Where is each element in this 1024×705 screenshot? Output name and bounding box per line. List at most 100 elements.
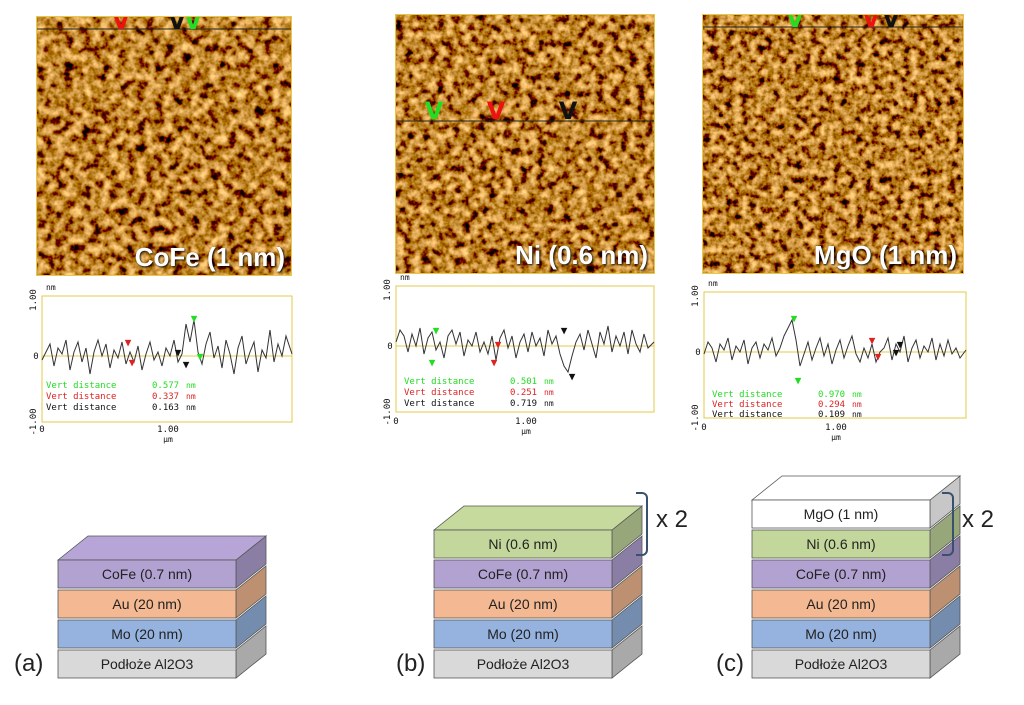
layer-stack-a: Podłoże Al2O3 Mo (20 nm) Au (20 nm) CoFe (0…: [0, 440, 340, 700]
measurement-unit: nm: [186, 381, 196, 390]
marker-black: ▼: [897, 338, 904, 351]
layer: Au (20 nm): [433, 565, 643, 619]
layer-front: [57, 649, 237, 679]
profile-line: [395, 325, 655, 374]
layer-front: [433, 559, 613, 589]
measurement-value: 0.251: [510, 388, 537, 398]
layer: Podłoże Al2O3: [433, 625, 643, 679]
marker-red: ▼: [869, 334, 876, 347]
layer-label: Podłoże Al2O3: [101, 656, 194, 672]
afm-texture: V V V: [703, 15, 963, 273]
afm-image-cofe: V V V CoFe (1 nm): [36, 16, 292, 276]
marker-green: ▼: [433, 324, 440, 337]
x-axis-unit: µm: [521, 427, 531, 436]
afm-label: CoFe (1 nm): [134, 242, 285, 272]
layer-front: [751, 529, 931, 559]
layer-front: [57, 619, 237, 649]
afm-texture: V V V: [37, 17, 291, 275]
measurement-label: Vert distance: [712, 400, 782, 410]
measurement-label: Vert distance: [46, 403, 116, 413]
marker-green: V: [786, 15, 803, 33]
marker-green: V: [425, 97, 444, 125]
y-axis-bottom: -1.00: [691, 404, 701, 431]
x-axis-left: 0: [701, 423, 706, 433]
x-axis-mid: 1.00: [515, 417, 537, 427]
height-profile-cofe: ▼ ▼ ▼ ▼ ▼ ▼ 1.00 nm 0 -1.00 0 1.00 µm Ve…: [22, 282, 302, 444]
measurement-unit: nm: [544, 399, 554, 408]
y-axis-zero: 0: [33, 352, 38, 362]
measurement-label: Vert distance: [46, 392, 116, 402]
layer: Podłoże Al2O3: [57, 625, 267, 679]
y-axis-unit: nm: [46, 283, 56, 292]
afm-label: Ni (0.6 nm): [515, 240, 648, 270]
measurement-label: Vert distance: [404, 399, 474, 409]
layer: CoFe (0.7 nm): [56, 535, 268, 589]
layer-label: MgO (1 nm): [804, 506, 879, 522]
measurement-unit: nm: [544, 388, 554, 397]
afm-image-ni: V V V Ni (0.6 nm): [395, 14, 655, 274]
layer-label: Ni (0.6 nm): [488, 536, 557, 552]
layer-front: [57, 589, 237, 619]
measurement-unit: nm: [852, 390, 862, 399]
layer-label: CoFe (0.7 nm): [796, 566, 886, 582]
layer-top: [432, 505, 644, 531]
repeat-label: x 2: [962, 506, 995, 533]
marker-black: ▼: [561, 324, 568, 337]
afm-image-mgo: V V V MgO (1 nm): [702, 14, 964, 274]
measurement-label: Vert distance: [46, 381, 116, 391]
measurement-label: Vert distance: [404, 377, 474, 387]
afm-label: MgO (1 nm): [814, 240, 957, 270]
layer-label: Au (20 nm): [806, 596, 875, 612]
layer-front: [751, 499, 931, 529]
y-axis-top: 1.00: [383, 279, 393, 301]
measurement-value: 0.719: [510, 399, 537, 409]
marker-red: ▼: [129, 356, 136, 369]
marker-green: ▼: [197, 350, 204, 363]
afm-texture: V V V: [396, 15, 654, 273]
layer-front: [433, 529, 613, 559]
measurement-label: Vert distance: [712, 390, 782, 400]
measurement-value: 0.501: [510, 377, 537, 387]
layer: CoFe (0.7 nm): [751, 535, 961, 589]
layer-label: CoFe (0.7 nm): [102, 566, 192, 582]
x-axis-left: 0: [39, 425, 44, 435]
marker-green: ▼: [191, 312, 198, 325]
layer: Mo (20 nm): [751, 595, 961, 649]
layer: CoFe (0.7 nm): [433, 535, 643, 589]
layer: Ni (0.6 nm): [432, 505, 644, 559]
layer-front: [433, 649, 613, 679]
marker-red: V: [862, 15, 879, 33]
layer-label: Ni (0.6 nm): [806, 536, 875, 552]
layer-label: CoFe (0.7 nm): [478, 566, 568, 582]
layer-top: [56, 535, 268, 561]
marker-black: ▼: [183, 358, 190, 371]
layer-front: [433, 589, 613, 619]
marker-black: V: [559, 97, 578, 125]
marker-green: ▼: [791, 312, 798, 325]
marker-red: ▼: [125, 336, 132, 349]
marker-green: ▼: [795, 374, 802, 387]
x-axis-unit: µm: [831, 433, 841, 442]
profile-line: [703, 318, 967, 367]
marker-red: V: [112, 17, 129, 35]
layer: Au (20 nm): [57, 565, 267, 619]
measurement-unit: nm: [544, 377, 554, 386]
layer: Mo (20 nm): [57, 595, 267, 649]
marker-green: ▼: [429, 356, 436, 369]
layer-stack-c: Podłoże Al2O3 Mo (20 nm) Au (20 nm) CoFe (0…: [694, 440, 1024, 700]
measurement-unit: nm: [186, 392, 196, 401]
marker-black: ▼: [569, 370, 576, 383]
layer-label: Mo (20 nm): [487, 626, 559, 642]
y-axis-unit: nm: [708, 279, 718, 288]
repeat-bracket: [636, 492, 648, 556]
layer: MgO (1 nm): [750, 475, 962, 529]
height-profile-ni: ▼ ▼ ▼ ▼ ▼ ▼ 1.00 nm 0 -1.00 0 1.00 µm Ve…: [376, 272, 666, 440]
measurement-value: 0.970: [818, 390, 845, 400]
caption-c: (c): [716, 650, 744, 677]
layer-front: [57, 559, 237, 589]
x-axis-mid: 1.00: [825, 423, 847, 433]
measurement-unit: nm: [852, 400, 862, 409]
y-axis-bottom: -1.00: [383, 398, 393, 425]
y-axis-top: 1.00: [29, 289, 39, 311]
measurement-value: 0.163: [152, 403, 179, 413]
